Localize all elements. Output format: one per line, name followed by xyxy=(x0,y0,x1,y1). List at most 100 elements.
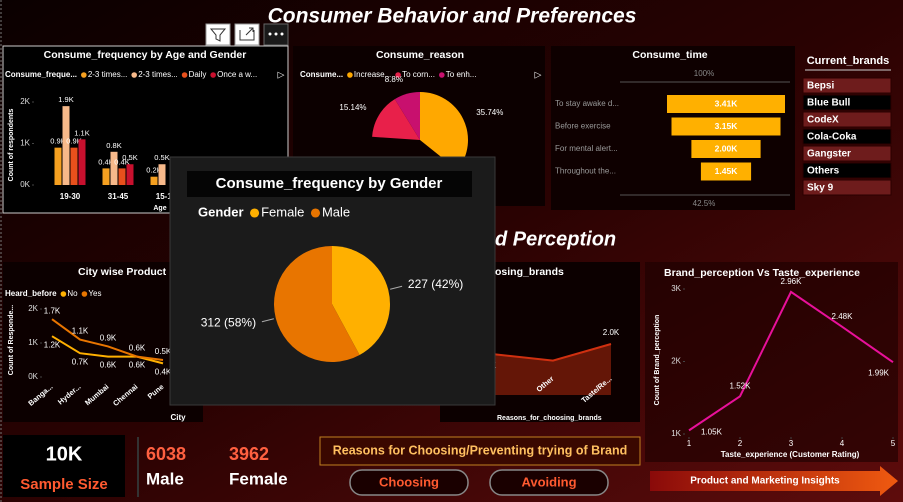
bar xyxy=(102,168,110,185)
popup-title-box xyxy=(187,171,472,197)
data-label: 0.5K xyxy=(122,153,137,162)
data-label: 312 (58%) xyxy=(201,315,256,329)
slicer-item-bg[interactable] xyxy=(802,94,892,111)
x-tick-label: 15-18 xyxy=(156,192,177,201)
data-label: 0.8K xyxy=(106,141,121,150)
bar xyxy=(158,164,166,185)
data-label: 2.96K xyxy=(781,277,803,286)
slicer-item-bg[interactable] xyxy=(802,162,892,179)
legend-marker xyxy=(250,208,260,218)
y-tick-label: 2K xyxy=(20,97,30,106)
y-axis-label: Count of Brand_perception xyxy=(654,315,661,406)
y-tick-label: 2K xyxy=(671,357,681,366)
legend-label: Female xyxy=(261,204,304,219)
data-label: 0.6K xyxy=(129,344,146,353)
dot xyxy=(274,32,278,36)
slicer-item-bg[interactable] xyxy=(802,179,892,196)
legend-label: Male xyxy=(322,204,350,219)
x-tick-label: 3 xyxy=(789,439,794,448)
bar xyxy=(70,147,78,185)
filter-icon[interactable] xyxy=(205,23,231,46)
data-label: 0.7K xyxy=(72,357,89,366)
focus-glyph xyxy=(239,27,255,41)
filter-glyph xyxy=(209,28,227,42)
nav-arrow[interactable] xyxy=(650,466,898,496)
chart-title: Consume_frequency by Gender xyxy=(216,175,443,192)
slicer-item: Others xyxy=(807,166,840,177)
kpi-card xyxy=(3,435,125,497)
slicer-item-bg[interactable] xyxy=(802,128,892,145)
legend-marker xyxy=(210,72,216,78)
slicer-item-bg[interactable] xyxy=(802,111,892,128)
data-label: 0.9K xyxy=(100,334,117,343)
y-axis-label: Count of respondents xyxy=(8,109,15,182)
data-label: 1.1K xyxy=(72,327,89,336)
nav-label[interactable]: Product and Marketing Insights xyxy=(690,476,840,487)
bar xyxy=(110,151,118,185)
legend-title: Heard_before xyxy=(5,289,57,298)
y-tick-label: 1K xyxy=(671,429,681,438)
slicer-item: CodeX xyxy=(807,115,839,126)
data-label: 2.0K xyxy=(603,328,620,337)
slicer: Bepsi Blue Bull CodeX Cola-Coka Gangster Othe… xyxy=(802,77,892,196)
section-heading: d Perception xyxy=(495,228,616,250)
data-label: 0.9K xyxy=(50,137,65,146)
leader-line xyxy=(390,285,403,290)
legend-title: Gender xyxy=(198,204,244,219)
data-label: 8.8% xyxy=(385,75,403,84)
pie-slice xyxy=(273,246,360,362)
button-label[interactable]: Choosing xyxy=(379,474,439,489)
popup: Consume_frequency by Gender Gender Female M… xyxy=(169,23,496,406)
data-label: 1.2K xyxy=(44,340,61,349)
kpi-value: 3962 xyxy=(229,444,269,464)
category-label: Throughout the... xyxy=(555,167,616,176)
button[interactable] xyxy=(349,469,469,496)
legend-label: Daily xyxy=(189,70,207,79)
y-tick-label: 0K xyxy=(20,180,30,189)
dashboard-title: Consumer Behavior and Preferences xyxy=(268,5,637,28)
data-label: 1.99K xyxy=(868,368,890,377)
slicer-item: Sky 9 xyxy=(807,183,834,194)
data-label: 1.7K xyxy=(44,306,61,315)
chart-title: Consume_reason xyxy=(376,49,464,61)
legend-marker xyxy=(438,72,445,78)
data-label: 0.5K xyxy=(155,347,172,356)
chart-title: Consume_frequency by Age and Gender xyxy=(44,49,247,61)
bar xyxy=(54,147,62,185)
legend-scroll[interactable]: ▷ xyxy=(278,69,285,79)
slicer-item-bg[interactable] xyxy=(802,145,892,162)
chart-title: Consume_time xyxy=(632,49,707,61)
line xyxy=(51,318,164,361)
category-label: For mental alert... xyxy=(555,144,618,153)
slicer-item: Cola-Coka xyxy=(807,132,857,143)
y-tick-label: 0K xyxy=(28,372,38,381)
funnel-bar xyxy=(691,140,761,158)
button-label[interactable]: Avoiding xyxy=(521,474,576,489)
data-label: 0.4K xyxy=(98,157,113,166)
bar xyxy=(118,168,126,185)
legend-label: Once a w... xyxy=(217,70,257,79)
legend-marker xyxy=(60,291,67,297)
slicer-title: Current_brands xyxy=(807,55,890,67)
y-tick-label: 3K xyxy=(671,284,681,293)
data-label: 0.6K xyxy=(100,361,117,370)
legend-scroll[interactable]: ▷ xyxy=(535,69,542,79)
legend-label: 2-3 times... xyxy=(88,70,128,79)
y-tick-label: 1K xyxy=(28,338,38,347)
dot xyxy=(268,32,272,36)
leader-line xyxy=(261,318,274,323)
data-label: 1.45K xyxy=(715,166,739,176)
button[interactable] xyxy=(489,469,609,496)
panel xyxy=(645,262,898,462)
data-label: 0.4K xyxy=(155,368,172,377)
data-label: 1.9K xyxy=(58,95,73,104)
pie-slice xyxy=(394,92,420,140)
chart-title: City wise Product xyxy=(78,266,167,278)
x-tick-label: 1 xyxy=(687,439,692,448)
slicer-item-bg[interactable] xyxy=(802,77,892,94)
chart-title: osing_brands xyxy=(495,266,564,278)
legend-title: Consume_freque... xyxy=(5,70,77,79)
legend-label: 2-3 times... xyxy=(138,70,178,79)
kpi-label: Female xyxy=(229,469,288,488)
